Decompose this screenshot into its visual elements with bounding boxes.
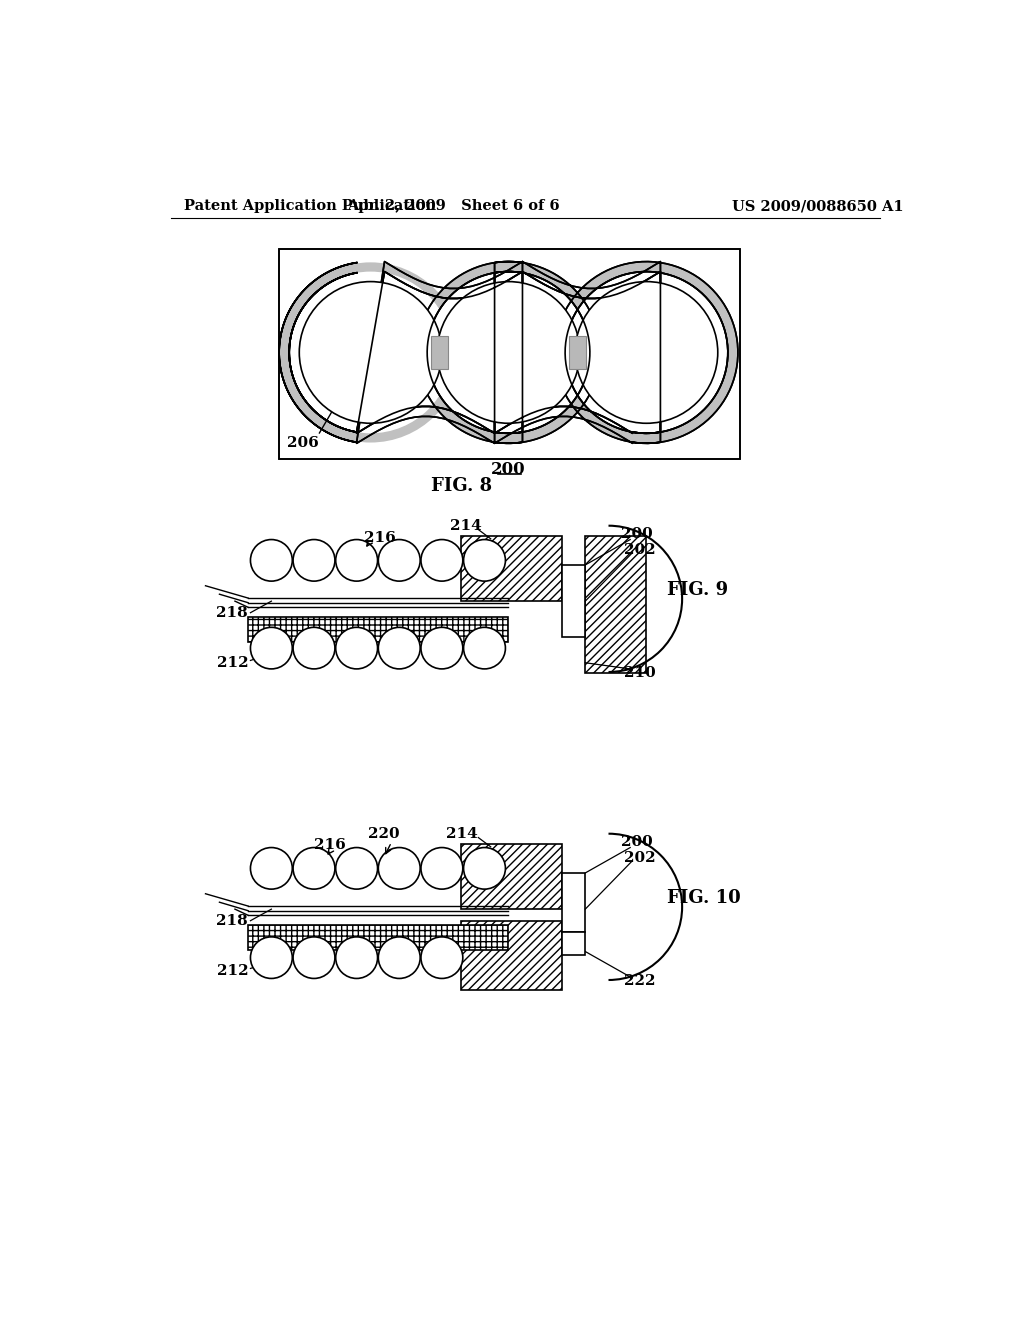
Text: 216: 216 — [314, 838, 346, 853]
Circle shape — [565, 272, 728, 433]
Circle shape — [293, 847, 335, 890]
Circle shape — [293, 937, 335, 978]
Text: US 2009/0088650 A1: US 2009/0088650 A1 — [732, 199, 904, 213]
Circle shape — [421, 540, 463, 581]
Text: 218: 218 — [216, 606, 248, 619]
Circle shape — [293, 540, 335, 581]
Bar — [461, 921, 562, 990]
Circle shape — [336, 937, 378, 978]
Bar — [461, 843, 562, 909]
Circle shape — [336, 847, 378, 890]
Text: 200: 200 — [621, 836, 652, 849]
Text: Patent Application Publication: Patent Application Publication — [183, 199, 436, 213]
Bar — [248, 618, 508, 642]
Bar — [431, 337, 449, 368]
Circle shape — [575, 281, 718, 424]
Text: 212: 212 — [216, 964, 248, 978]
Circle shape — [378, 847, 420, 890]
Bar — [280, 249, 740, 459]
Text: 214: 214 — [450, 519, 481, 533]
Bar — [562, 932, 586, 956]
Text: 202: 202 — [624, 543, 655, 557]
Circle shape — [421, 847, 463, 890]
Circle shape — [293, 627, 335, 669]
Text: Apr. 2, 2009   Sheet 6 of 6: Apr. 2, 2009 Sheet 6 of 6 — [347, 199, 560, 213]
Circle shape — [289, 272, 452, 433]
Text: FIG. 8: FIG. 8 — [431, 477, 492, 495]
Circle shape — [280, 263, 461, 442]
Text: 206: 206 — [287, 437, 318, 450]
Text: 212: 212 — [216, 656, 248, 669]
Text: 214: 214 — [445, 826, 477, 841]
Circle shape — [378, 540, 420, 581]
Text: 200: 200 — [621, 527, 652, 541]
Text: 222: 222 — [624, 974, 655, 987]
Circle shape — [378, 937, 420, 978]
Bar — [248, 925, 508, 950]
Circle shape — [336, 627, 378, 669]
Circle shape — [251, 540, 292, 581]
Bar — [562, 565, 586, 638]
Text: FIG. 10: FIG. 10 — [667, 888, 740, 907]
Circle shape — [251, 937, 292, 978]
Circle shape — [336, 540, 378, 581]
Circle shape — [464, 540, 506, 581]
Bar — [562, 873, 586, 932]
Circle shape — [418, 263, 599, 442]
Text: 216: 216 — [365, 531, 396, 545]
Circle shape — [464, 627, 506, 669]
Text: FIG. 9: FIG. 9 — [667, 581, 728, 598]
Circle shape — [251, 627, 292, 669]
Circle shape — [251, 847, 292, 890]
Circle shape — [378, 627, 420, 669]
Circle shape — [299, 281, 442, 424]
Circle shape — [427, 272, 590, 433]
Bar — [461, 536, 562, 601]
Bar — [280, 249, 740, 459]
Bar — [586, 536, 646, 673]
Circle shape — [556, 263, 737, 442]
Text: 200: 200 — [492, 461, 526, 478]
Text: 202: 202 — [624, 850, 655, 865]
Text: 218: 218 — [216, 913, 248, 928]
Text: 210: 210 — [624, 665, 655, 680]
Circle shape — [437, 281, 580, 424]
Circle shape — [421, 627, 463, 669]
Text: 220: 220 — [369, 826, 400, 841]
Circle shape — [464, 847, 506, 890]
Circle shape — [421, 937, 463, 978]
Bar — [569, 337, 586, 368]
